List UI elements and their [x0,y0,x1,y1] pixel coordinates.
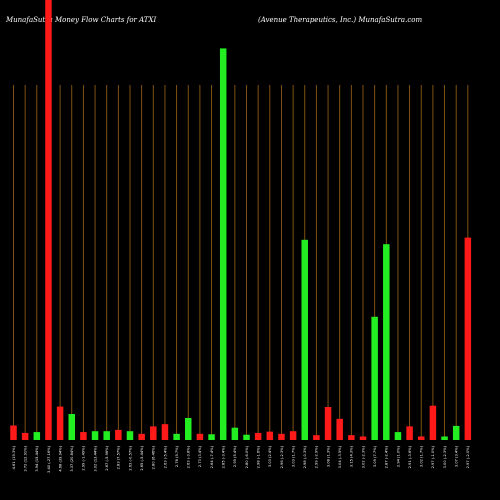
bar [45,0,52,440]
bar [196,433,204,440]
bar [10,425,17,440]
x-tick-label: 2.87 (-2.4%) [385,445,389,468]
x-tick-label: 2.63 (-3.8%) [187,445,191,468]
bar [219,48,227,441]
x-tick-label: 2.95 (5.4%) [233,445,237,467]
x-tick-label: 2.98 (-1.6%) [256,445,260,468]
bar [115,429,122,440]
bar [266,431,274,440]
bar [336,418,343,440]
x-tick-label: 2.73 (3.4%) [198,445,202,467]
bar [441,436,448,440]
x-tick-label: 2.80 (6.46%) [152,445,156,469]
x-tick-label: 3.09 (7.7%) [373,445,377,467]
bar [138,433,145,440]
bar [371,316,378,440]
bar [289,431,297,440]
x-tick-label: 2.67 (-5.96%) [105,445,109,470]
bar [173,433,180,440]
bar [359,436,367,440]
x-tick-label: 3.72 (12.91%) [23,445,27,471]
bar [80,432,87,440]
bar [126,431,134,440]
bar [418,436,425,440]
x-tick-label: 2.83 (7.57%) [117,445,121,469]
x-tick-label: 4.68 (39.94%) [58,445,62,471]
bar [68,414,75,440]
x-tick-label: 3.02 (1.7%) [420,445,424,467]
x-tick-label: 3.37 (20.84%) [70,445,74,471]
chart-title-right: (Avenue Therapeutics, Inc.) MunafaSutra.… [258,16,423,24]
bar [231,427,239,440]
x-tick-label: 2.94 (1.0%) [396,445,400,467]
x-tick-label: 3.04 (-3.5%) [338,445,342,468]
bar [91,431,99,440]
x-tick-label: 2.63 (-5.4%) [163,445,167,468]
x-tick-label: 2.63 (-0.57%) [128,445,132,470]
x-tick-label: 3.02 (-2.3%) [361,445,365,468]
bar [464,237,472,440]
x-tick-label: 2.91 (-3.6%) [408,445,412,468]
x-tick-label: 3.07 (3.4%) [455,445,459,467]
bar [243,434,250,440]
x-tick-label: 3.40 (-27.16%) [47,445,51,473]
bar [452,425,460,440]
bar [150,426,157,440]
bar [324,407,332,440]
x-tick-label: 3.03 (2.4%) [268,445,272,467]
bar [394,432,402,440]
x-tick-label: 3.15 (4.3%) [350,445,354,467]
bar [383,244,390,440]
x-tick-label: 2.97 (-2.0%) [466,445,470,468]
x-tick-label: 2.64 (-7.4%) [210,445,214,468]
bar [56,406,64,440]
chart-title-left: MunafaSutra Money Flow Charts for ATXI [6,16,157,24]
x-tick-label: 2.85 (-3.4%) [222,445,226,468]
x-tick-label: 2.80 (-6.0%) [245,445,249,468]
bar [161,424,169,440]
x-tick-label: 2.99 (-1.49%) [82,445,86,470]
x-tick-label: 3.00 (-2.3%) [443,445,447,468]
bar [429,405,437,440]
bar [103,431,110,440]
bar [254,432,262,440]
bar [208,434,215,440]
bar [278,433,285,440]
bar [348,435,355,440]
x-tick-label: 3.03 (1.7%) [291,445,295,467]
grid-lines [13,85,469,440]
bar [406,426,413,440]
x-tick-label: 2.78 (5.7%) [175,445,179,467]
bar [301,239,308,440]
x-tick-label: 2.65 (-5.44%) [140,445,144,470]
x-tick-label: 2.99 (-2.9%) [315,445,319,468]
x-tick-label: 2.98 (-0.3%) [303,445,307,468]
bar [185,418,192,440]
x-tick-label: 3.08 (1.3%) [326,445,330,467]
x-tick-labels: 4.61 (19.3%) 3.72 (12.91%) 3.94 (15.44%) 3.… [12,445,470,473]
x-tick-label: 4.61 (19.3%) [12,445,16,469]
bar [21,432,29,440]
bar [313,435,320,440]
x-tick-label: 3.94 (15.44%) [35,445,39,471]
x-tick-label: 3.02 (13.44%) [93,445,97,471]
x-tick-label: 2.97 (-1.0%) [431,445,435,468]
bar [33,432,41,440]
x-tick-label: 2.96 (-2.3%) [280,445,284,468]
bar-series [10,0,472,441]
